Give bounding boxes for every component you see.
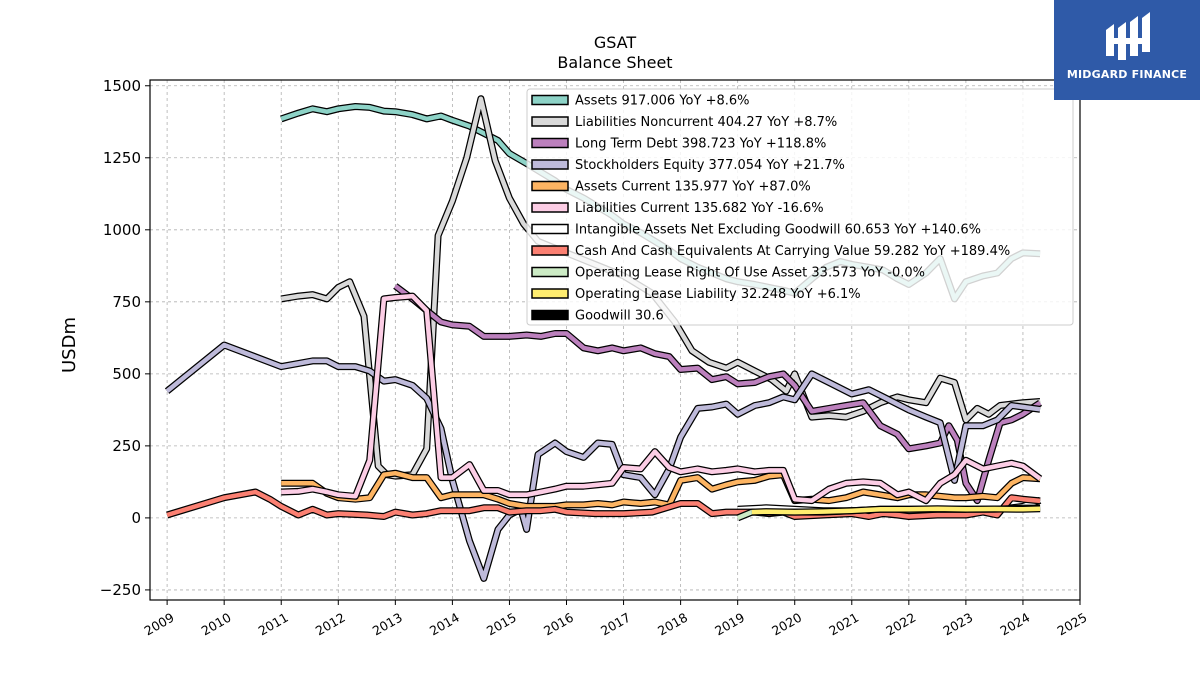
legend-entry: Assets Current 135.977 YoY +87.0%: [575, 180, 811, 195]
legend-entry: Cash And Cash Equivalents At Carrying Va…: [575, 244, 1010, 259]
y-tick-label: −250: [100, 581, 141, 599]
x-tick-label: 2010: [199, 610, 234, 639]
legend-swatch: [531, 202, 569, 213]
legend: Assets 917.006 YoY +8.6% Liabilities Nonc…: [526, 88, 1074, 326]
y-tick-label: 0: [131, 509, 141, 527]
y-tick-label: 1250: [103, 149, 141, 167]
legend-entry: Operating Lease Liability 32.248 YoY +6.…: [575, 287, 861, 302]
y-tick-label: 1000: [103, 221, 141, 239]
x-tick-label: 2016: [541, 610, 576, 639]
x-tick-label: 2018: [655, 610, 690, 639]
x-tick-label: 2014: [427, 610, 462, 639]
brand-name: MIDGARD FINANCE: [1066, 68, 1188, 81]
legend-swatch: [531, 137, 569, 149]
x-tick-label: 2012: [313, 610, 348, 639]
series-operating-lease-liability: [751, 505, 1041, 516]
x-tick-label: 2015: [484, 610, 519, 639]
brand-logo-icon: [1106, 12, 1150, 60]
x-tick-label: 2024: [997, 610, 1032, 639]
legend-swatch: [531, 288, 569, 299]
x-tick-label: 2021: [826, 610, 861, 639]
x-tick-label: 2025: [1054, 610, 1089, 639]
series-stockholders-equity: [164, 341, 1041, 582]
legend-entry: Operating Lease Right Of Use Asset 33.57…: [575, 266, 925, 281]
legend-box: [526, 88, 1074, 326]
x-tick-label: 2011: [256, 610, 291, 639]
series-line: [751, 506, 1041, 515]
y-axis-ticks: −250 0 250 500 750 1000 1250 1500: [100, 77, 150, 599]
chart-title: GSAT: [594, 33, 637, 52]
series-cash-and-cash-equivalents-at-carrying-value: [166, 488, 1041, 520]
legend-swatch: [531, 159, 569, 170]
series-line: [281, 293, 1042, 503]
x-tick-label: 2022: [883, 610, 918, 639]
brand-logo: MIDGARD FINANCE: [1054, 0, 1200, 100]
y-tick-label: 500: [112, 365, 141, 383]
legend-swatch: [531, 180, 569, 192]
legend-swatch: [531, 266, 569, 278]
legend-entry: Intangible Assets Net Excluding Goodwill…: [575, 223, 981, 238]
series-long-term-debt: [393, 283, 1043, 505]
legend-entry: Goodwill 30.6: [575, 309, 664, 324]
chart-subtitle: Balance Sheet: [557, 53, 672, 72]
x-axis-ticks: 2009 2010 2011 2012 2013 2014 2015 2016 2017 2018…: [142, 600, 1090, 639]
legend-swatch: [531, 223, 569, 235]
x-tick-label: 2013: [370, 610, 405, 639]
series-line: [165, 342, 1041, 581]
series-line: [393, 284, 1042, 503]
legend-entry: Liabilities Current 135.682 YoY -16.6%: [575, 201, 824, 216]
legend-entry: Stockholders Equity 377.054 YoY +21.7%: [575, 158, 845, 173]
x-tick-label: 2009: [142, 610, 177, 639]
x-tick-label: 2023: [940, 610, 975, 639]
legend-swatch: [531, 309, 569, 321]
y-tick-label: 250: [112, 437, 141, 455]
legend-entry: Liabilities Noncurrent 404.27 YoY +8.7%: [575, 115, 837, 130]
plot-frame: [149, 79, 1081, 601]
legend-swatch: [531, 245, 569, 256]
y-tick-label: 750: [112, 293, 141, 311]
y-tick-label: 1500: [103, 77, 141, 95]
x-tick-label: 2020: [769, 610, 804, 639]
legend-entry: Long Term Debt 398.723 YoY +118.8%: [575, 137, 826, 152]
series-liabilities-current: [281, 292, 1043, 505]
legend-entry: Assets 917.006 YoY +8.6%: [575, 94, 750, 109]
x-tick-label: 2019: [712, 610, 747, 639]
series-line: [166, 489, 1041, 519]
legend-swatch: [531, 116, 569, 127]
y-axis-label: USDm: [59, 317, 80, 373]
legend-swatch: [531, 94, 569, 106]
x-tick-label: 2017: [598, 610, 633, 639]
